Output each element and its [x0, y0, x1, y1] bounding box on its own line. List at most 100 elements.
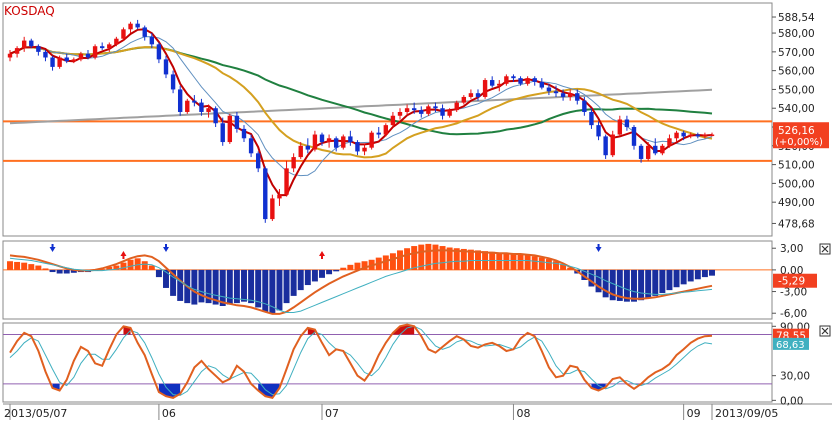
candle [163, 55, 169, 79]
macd-bar [361, 261, 368, 270]
candle [447, 108, 452, 118]
macd-bar [219, 269, 226, 306]
macd-bar [397, 250, 403, 270]
candle-body [156, 44, 162, 60]
candle [624, 115, 630, 131]
candle [36, 44, 41, 56]
candle-body [475, 93, 481, 97]
time-tick-label: 09 [687, 407, 701, 420]
stoch-d-value-label: 68,63 [776, 340, 805, 351]
candle-body [404, 108, 410, 112]
candle-body [36, 46, 41, 52]
candle-body [518, 78, 523, 84]
candle [14, 46, 20, 58]
candle-body [319, 134, 325, 143]
macd-bar [631, 269, 637, 302]
macd-bar [7, 261, 13, 270]
candle-body [454, 102, 459, 111]
candle-body [461, 96, 467, 103]
macd-bar [319, 269, 325, 278]
candle-body [567, 93, 573, 97]
ma5-line [9, 28, 713, 197]
macd-bar [524, 255, 531, 270]
candle-body [695, 134, 701, 137]
ma120-line [9, 88, 713, 125]
candle [192, 95, 197, 107]
candle [560, 89, 566, 101]
stoch-d-line [9, 325, 713, 396]
candle [426, 104, 431, 116]
macd-bar [297, 269, 304, 291]
macd-bar [560, 264, 567, 270]
candle [631, 125, 637, 150]
macd-bar [262, 269, 269, 312]
candle-body [709, 134, 715, 137]
candle [263, 166, 268, 223]
macd-bar [439, 246, 446, 270]
macd-bar [347, 264, 354, 270]
macd-tick-label: -6,00 [780, 308, 807, 320]
macd-bar [340, 267, 347, 270]
candle-body [270, 198, 275, 220]
macd-bar [42, 268, 49, 270]
candle [369, 130, 374, 150]
macd-value-label: -5,29 [778, 276, 805, 288]
macd-bar [141, 261, 148, 270]
candle-body [681, 132, 686, 137]
macd-bar [616, 269, 623, 301]
candle [489, 76, 495, 88]
sell-signal-arrow [595, 244, 602, 252]
macd-bar [148, 265, 155, 270]
macd-bar [425, 243, 432, 270]
candle [617, 115, 623, 137]
candle [50, 55, 55, 71]
macd-bar [49, 269, 56, 273]
stoch-d-value-box [773, 337, 809, 350]
candle [702, 132, 708, 139]
macd-bar [666, 269, 673, 291]
macd-bar [21, 262, 28, 270]
close-icon-glyph [821, 327, 829, 335]
candle-body [29, 40, 34, 47]
macd-bar [638, 269, 645, 301]
candle-body [362, 147, 367, 152]
macd-bar [623, 269, 630, 302]
macd-bar [205, 269, 212, 304]
stoch-tick-label: 30,00 [780, 371, 810, 383]
candle [674, 130, 679, 143]
candle [284, 160, 289, 197]
macd-bar [354, 262, 361, 270]
candle [298, 142, 303, 159]
sell-signal-arrow [163, 244, 169, 252]
macd-bar [567, 267, 574, 270]
macd-bar [389, 253, 396, 270]
candle [567, 89, 573, 101]
candle [277, 189, 282, 206]
macd-bar [304, 269, 311, 286]
candle-body [263, 168, 268, 220]
macd-bar [588, 269, 595, 287]
price-tick-label: 478,68 [778, 218, 815, 230]
macd-bar [134, 258, 141, 270]
candle-body [397, 111, 403, 116]
candle [383, 123, 389, 137]
candle-body [667, 138, 672, 146]
candle-body [348, 136, 353, 143]
candle [71, 57, 77, 64]
macd-bar [496, 252, 503, 270]
candle-body [298, 145, 303, 158]
ma10-line [9, 36, 713, 177]
candle-body [121, 29, 126, 39]
macd-bar [255, 269, 262, 308]
macd-bar [652, 269, 659, 296]
candle [333, 136, 339, 152]
candle [475, 89, 481, 101]
candle [99, 42, 105, 50]
candle-body [163, 59, 169, 75]
candle [709, 132, 715, 137]
candle-body [426, 106, 431, 114]
candle [532, 76, 537, 86]
candle-body [447, 110, 452, 116]
